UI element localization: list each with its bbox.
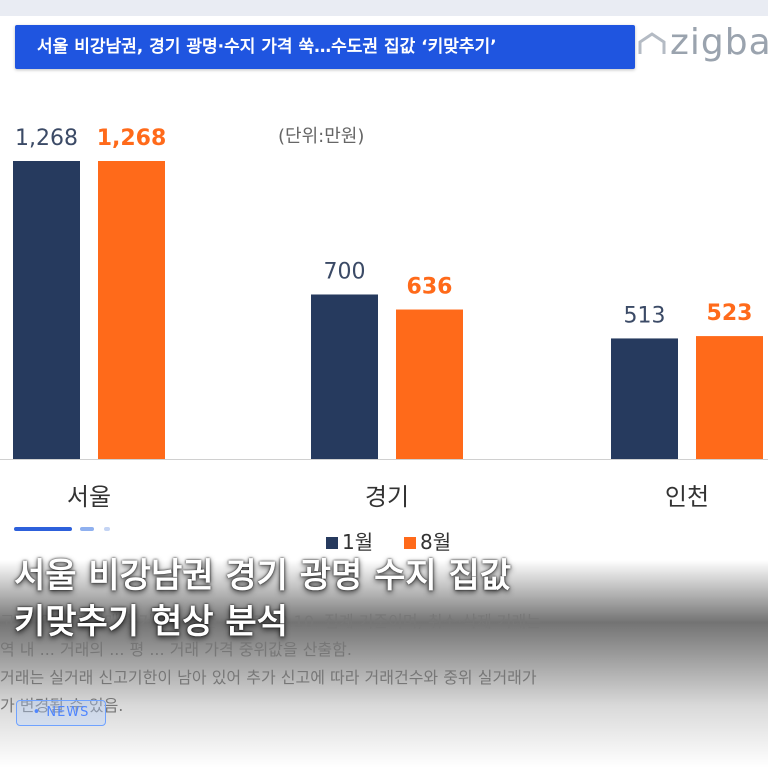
bar-aug-0 [98, 161, 165, 459]
source-notes: 고 ... 아파트 매매 실거래가 기준 ... 25.09.10. 집계 기준… [0, 608, 768, 720]
bar-jan-0 [13, 161, 80, 459]
data-label: 700 [324, 259, 366, 284]
note-line: 역 내 ... 거래의 ... 평 ... 거래 가격 중위값을 산출함. [0, 640, 352, 659]
bar-chart: 1,268 700 513 1,268 636 523 서울 경기 인천 1월 8월 [0, 126, 768, 554]
caption-overlay: 서울 비강남권 경기 광명 수지 집값 키맞추기 현상 분석 [14, 553, 754, 645]
data-label: 523 [707, 301, 753, 326]
note-line: 가 변경될 수 있음. [0, 696, 124, 715]
legend-swatch [404, 537, 416, 549]
category-label: 인천 [665, 483, 709, 511]
headline-banner: 서울 비강남권, 경기 광명·수지 가격 쑥…수도권 집값 ‘키맞추기’ [15, 25, 635, 69]
brand-logo-text: zigbang [670, 22, 768, 63]
note-line: 거래는 실거래 신고기한이 남아 있어 추가 신고에 따라 거래건수와 중위 실… [0, 668, 537, 687]
unit-label: (단위:만원) [278, 126, 365, 147]
top-strip [0, 0, 768, 16]
data-label: 636 [407, 275, 453, 300]
legend-label: 8월 [420, 530, 451, 554]
news-badge: • NEWS [16, 700, 106, 726]
legend-label: 1월 [342, 530, 373, 554]
note-line: 고 ... 아파트 매매 실거래가 기준 ... 25.09.10. 집계 기준… [0, 612, 541, 631]
category-label: 서울 [67, 483, 111, 511]
bar-aug-2 [696, 336, 763, 459]
data-label: 1,268 [97, 126, 167, 151]
category-label: 경기 [365, 483, 409, 511]
bar-jan-1 [311, 294, 378, 459]
caption-line-2: 키맞추기 현상 분석 [14, 602, 288, 642]
caption-line-1: 서울 비강남권 경기 광명 수지 집값 [14, 556, 512, 596]
legend-swatch [326, 537, 338, 549]
caption-shade [0, 560, 768, 768]
bar-aug-1 [396, 309, 463, 459]
brand-logo-icon [638, 32, 666, 54]
data-label: 513 [624, 303, 666, 328]
data-label: 1,268 [15, 126, 78, 151]
bar-jan-2 [611, 338, 678, 459]
